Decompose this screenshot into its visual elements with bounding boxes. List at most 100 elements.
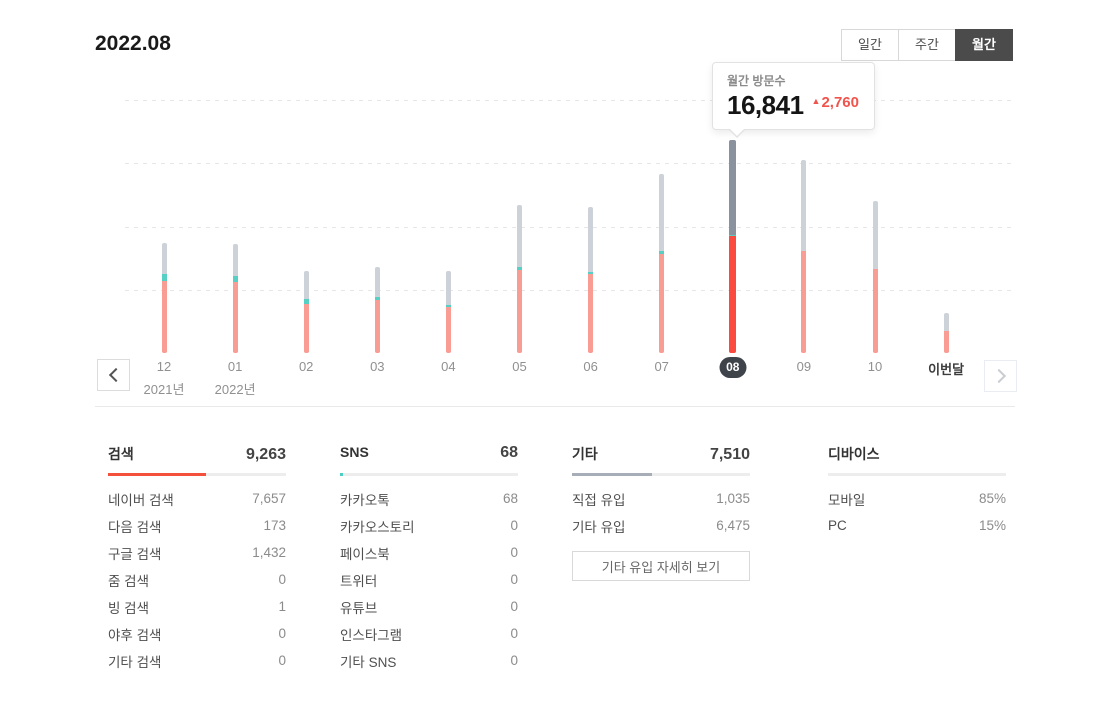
stat-row-label: 카카오톡 xyxy=(340,492,390,508)
month-label-07[interactable]: 07 xyxy=(654,359,669,374)
stat-header-label: SNS xyxy=(340,444,369,460)
bar-segment-other xyxy=(872,201,878,269)
bar-12[interactable] xyxy=(161,242,167,353)
gridline-5000 xyxy=(125,289,1015,291)
stat-row-구글 검색: 구글 검색 1,432 xyxy=(108,539,286,566)
month-label-06[interactable]: 06 xyxy=(583,359,598,374)
bar-segment-search xyxy=(303,304,309,353)
stat-row-페이스북: 페이스북 0 xyxy=(340,539,518,566)
stat-row-value: 6,475 xyxy=(716,518,750,533)
month-label-10[interactable]: 10 xyxy=(867,359,883,374)
stat-column-search: 검색 9,263 네이버 검색 7,657 다음 검색 173 구글 검색 1,432 줌 검색… xyxy=(108,444,286,674)
month-label-08[interactable]: 08 xyxy=(719,357,747,378)
tab-daily[interactable]: 일간 xyxy=(841,29,899,61)
month-label-09[interactable]: 09 xyxy=(796,359,812,374)
stat-row-label: 기타 SNS xyxy=(340,654,397,670)
prev-period-button[interactable] xyxy=(97,359,130,391)
bar-segment-other xyxy=(517,204,522,267)
stat-row-value: 0 xyxy=(510,518,518,533)
stat-rows-etc: 직접 유입 1,035 기타 유입 6,475 xyxy=(572,485,750,539)
tooltip-value: 16,841 xyxy=(727,90,804,120)
stat-row-value: 0 xyxy=(510,545,518,560)
stat-row-value: 1,035 xyxy=(716,491,750,506)
stat-row-label: 구글 검색 xyxy=(108,546,162,562)
bar-segment-sns xyxy=(232,276,238,283)
stat-row-label: 빙 검색 xyxy=(108,600,150,616)
stat-underline-fill xyxy=(340,473,343,476)
stat-row-value: 0 xyxy=(278,626,286,641)
stat-row-value: 0 xyxy=(510,653,518,668)
up-triangle-icon: ▲ xyxy=(811,96,821,106)
next-period-button[interactable] xyxy=(984,360,1017,392)
bar-segment-sns xyxy=(374,296,380,301)
stat-header-total: 9,263 xyxy=(245,446,286,463)
bar-10[interactable] xyxy=(872,201,878,353)
bar-segment-sns xyxy=(588,271,594,274)
stat-row-기타 유입: 기타 유입 6,475 xyxy=(572,512,750,539)
month-label-12[interactable]: 12 xyxy=(156,359,172,374)
bar-segment-search xyxy=(445,307,451,353)
month-label-이번달[interactable]: 이번달 xyxy=(928,362,965,377)
stat-header-sns: SNS 68 xyxy=(340,444,518,462)
bar-segment-search xyxy=(374,300,380,353)
stat-row-모바일: 모바일 85% xyxy=(828,485,1006,512)
year-label-2022년: 2022년 xyxy=(214,382,256,397)
stat-row-카카오스토리: 카카오스토리 0 xyxy=(340,512,518,539)
stat-header-search: 검색 9,263 xyxy=(108,444,286,463)
tab-monthly[interactable]: 월간 xyxy=(955,29,1013,61)
month-label-05[interactable]: 05 xyxy=(512,359,527,374)
month-label-02[interactable]: 02 xyxy=(298,359,314,374)
gridline-10000 xyxy=(125,226,1015,228)
month-label-01[interactable]: 01 xyxy=(227,359,243,374)
bar-segment-search xyxy=(872,268,878,353)
bar-segment-search xyxy=(943,330,949,353)
bar-segment-search xyxy=(801,250,807,353)
bar-segment-search xyxy=(232,282,238,353)
bar-04[interactable] xyxy=(445,270,451,353)
etc-detail-button[interactable]: 기타 유입 자세히 보기 xyxy=(572,551,750,581)
stat-row-label: 다음 검색 xyxy=(108,519,162,535)
bar-01[interactable] xyxy=(232,243,238,353)
stat-row-label: 네이버 검색 xyxy=(108,492,174,508)
month-label-04[interactable]: 04 xyxy=(441,359,456,374)
stat-row-value: 0 xyxy=(510,626,518,641)
bar-segment-search xyxy=(517,269,522,353)
bar-segment-other xyxy=(374,267,380,297)
bar-07[interactable] xyxy=(659,174,665,353)
stat-rows-sns: 카카오톡 68 카카오스토리 0 페이스북 0 트위터 0 유튜브 0 인스타그램 0 기타 SNS 0 xyxy=(340,485,518,674)
stat-header-total: 7,510 xyxy=(709,446,750,463)
stat-row-빙 검색: 빙 검색 1 xyxy=(108,593,286,620)
bar-09[interactable] xyxy=(801,160,807,353)
stat-row-label: 모바일 xyxy=(828,492,866,508)
stat-column-sns: SNS 68 카카오톡 68 카카오스토리 0 페이스북 0 트위터 0 유튜브 0 인스타그램 0 기타 … xyxy=(340,444,518,674)
tooltip-value-row: 16,841 ▲2,760 xyxy=(727,92,859,118)
bar-segment-sns xyxy=(517,266,522,270)
tab-weekly[interactable]: 주간 xyxy=(898,29,956,61)
stat-row-value: 15% xyxy=(978,518,1006,533)
stat-column-etc: 기타 7,510 직접 유입 1,035 기타 유입 6,475 기타 유입 자세히 보기 xyxy=(572,444,750,674)
stat-row-인스타그램: 인스타그램 0 xyxy=(340,620,518,647)
chevron-right-icon xyxy=(991,368,1006,384)
stat-row-value: 68 xyxy=(502,491,518,506)
stat-row-다음 검색: 다음 검색 173 xyxy=(108,512,286,539)
bar-03[interactable] xyxy=(374,267,380,353)
bar-08[interactable] xyxy=(729,139,737,353)
bar-06[interactable] xyxy=(588,206,594,353)
stat-row-트위터: 트위터 0 xyxy=(340,566,518,593)
stat-row-value: 173 xyxy=(263,518,286,533)
bar-05[interactable] xyxy=(517,204,522,353)
month-label-03[interactable]: 03 xyxy=(370,359,385,374)
bar-segment-other xyxy=(588,206,594,272)
stat-underline-device xyxy=(828,473,1006,476)
stat-row-label: 기타 유입 xyxy=(572,519,626,535)
stat-row-기타 SNS: 기타 SNS 0 xyxy=(340,647,518,674)
bar-02[interactable] xyxy=(303,271,309,353)
stat-row-기타 검색: 기타 검색 0 xyxy=(108,647,286,674)
stat-row-PC: PC 15% xyxy=(828,512,1006,539)
stat-column-device: 디바이스 모바일 85% PC 15% xyxy=(828,444,1006,674)
bar-이번달[interactable] xyxy=(943,312,949,353)
visits-tooltip: 월간 방문수 16,841 ▲2,760 xyxy=(712,62,875,138)
stat-row-value: 7,657 xyxy=(252,491,286,506)
stat-row-야후 검색: 야후 검색 0 xyxy=(108,620,286,647)
stat-row-label: 카카오스토리 xyxy=(340,519,415,535)
